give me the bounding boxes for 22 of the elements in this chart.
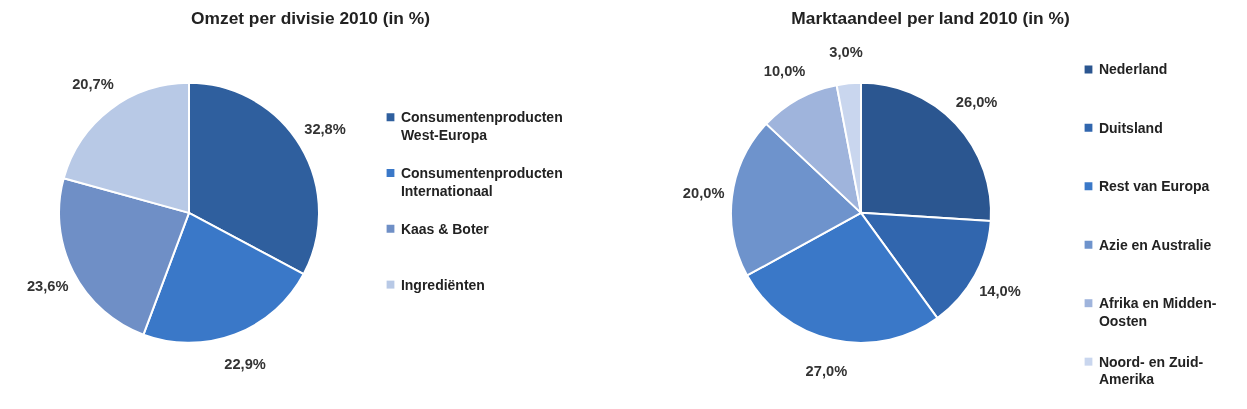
legend-label: Consumentenproducten West-Europa: [400, 109, 563, 143]
chart-title: Marktaandeel per land 2010 (in %): [791, 7, 1070, 28]
data-label: 20,7%: [72, 75, 114, 92]
data-label: 23,6%: [26, 278, 69, 295]
data-label: 26,0%: [955, 93, 998, 110]
legend-label: Noord- en Zuid-Amerika: [1098, 353, 1204, 388]
legend-label: Consumentenproducten Internationaal: [400, 165, 563, 199]
legend-label: Kaas & Boter: [400, 220, 490, 237]
legend-label: Duitsland: [1098, 119, 1163, 136]
legend-label: Azie en Australie: [1098, 236, 1212, 253]
legend-label: Rest van Europa: [1098, 178, 1210, 195]
legend-label: Nederland: [1098, 61, 1168, 78]
data-label: 27,0%: [805, 363, 848, 380]
legend-label: Afrika en Midden-Oosten: [1098, 295, 1217, 329]
data-label: 20,0%: [682, 184, 725, 201]
data-label: 32,8%: [304, 121, 346, 138]
data-label: 22,9%: [224, 356, 266, 373]
data-label: 10,0%: [763, 62, 806, 79]
data-label: 14,0%: [979, 282, 1021, 299]
legend-label: Ingrediënten: [400, 276, 485, 293]
chart-title: Omzet per divisie 2010 (in %): [191, 7, 430, 28]
data-label: 3,0%: [829, 43, 863, 60]
